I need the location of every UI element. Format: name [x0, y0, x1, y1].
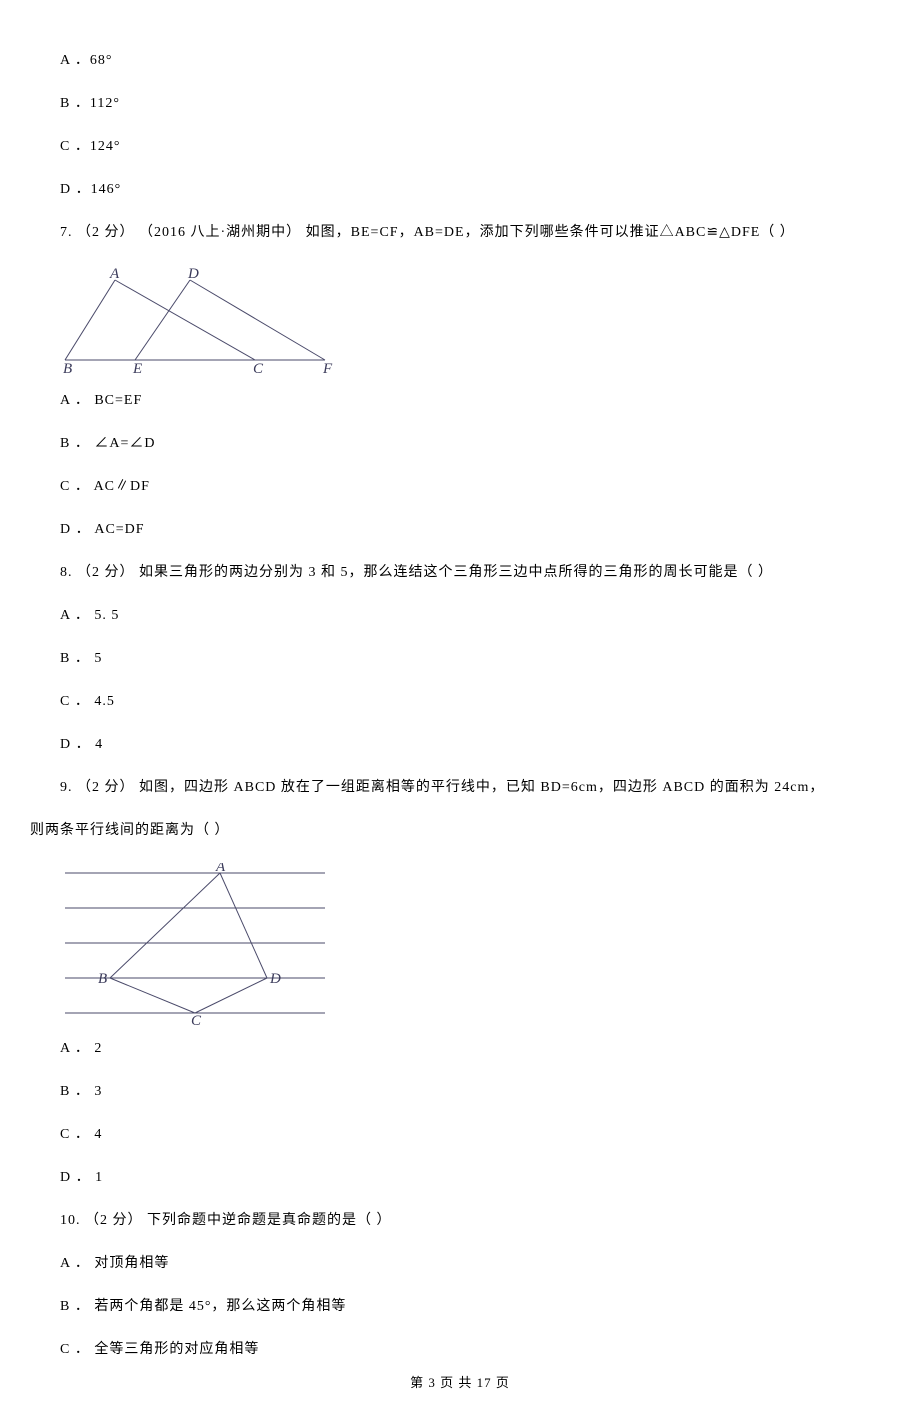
- q9-option-c: C ． 4: [60, 1124, 860, 1145]
- q9-option-a: A ． 2: [60, 1038, 860, 1059]
- q10-option-b: B ． 若两个角都是 45°，那么这两个角相等: [60, 1296, 860, 1317]
- q7-triangles-svg: A D B E C F: [60, 265, 360, 385]
- q8-option-d: D ． 4: [60, 734, 860, 755]
- svg-text:E: E: [132, 361, 142, 377]
- q7-text: 7. （2 分） （2016 八上·湖州期中） 如图，BE=CF，AB=DE，添…: [60, 222, 860, 243]
- q6-option-c: C ．124°: [60, 136, 860, 157]
- q9-quadrilateral-svg: A B D C: [60, 863, 330, 1033]
- q7-option-a: A ． BC=EF: [60, 390, 860, 411]
- q8-text: 8. （2 分） 如果三角形的两边分别为 3 和 5，那么连结这个三角形三边中点…: [60, 562, 860, 583]
- q9-figure: A B D C: [60, 863, 860, 1033]
- svg-text:B: B: [98, 971, 107, 987]
- svg-text:A: A: [215, 863, 226, 875]
- q8-option-a: A ． 5. 5: [60, 605, 860, 626]
- svg-text:A: A: [109, 266, 120, 282]
- svg-text:F: F: [322, 361, 333, 377]
- svg-text:C: C: [191, 1013, 202, 1029]
- page-container: A ．68° B ．112° C ．124° D ．146° 7. （2 分） …: [0, 0, 920, 1412]
- q9-text-line2: 则两条平行线间的距离为（ ）: [30, 820, 860, 841]
- q7-option-c: C ． AC∥DF: [60, 476, 860, 497]
- svg-text:B: B: [63, 361, 72, 377]
- q6-option-a: A ．68°: [60, 50, 860, 71]
- q10-option-a: A ． 对顶角相等: [60, 1253, 860, 1274]
- page-footer: 第 3 页 共 17 页: [0, 1373, 920, 1393]
- q9-option-b: B ． 3: [60, 1081, 860, 1102]
- q7-figure: A D B E C F: [60, 265, 860, 385]
- svg-text:C: C: [253, 361, 264, 377]
- q6-option-d: D ．146°: [60, 179, 860, 200]
- svg-text:D: D: [269, 971, 281, 987]
- q9-text-line1: 9. （2 分） 如图，四边形 ABCD 放在了一组距离相等的平行线中，已知 B…: [60, 777, 860, 798]
- q8-option-b: B ． 5: [60, 648, 860, 669]
- q8-option-c: C ． 4.5: [60, 691, 860, 712]
- q7-option-d: D ． AC=DF: [60, 519, 860, 540]
- q7-option-b: B ． ∠A=∠D: [60, 433, 860, 454]
- q6-option-b: B ．112°: [60, 93, 860, 114]
- q10-text: 10. （2 分） 下列命题中逆命题是真命题的是（ ）: [60, 1210, 860, 1231]
- svg-text:D: D: [187, 266, 199, 282]
- q9-option-d: D ． 1: [60, 1167, 860, 1188]
- q10-option-c: C ． 全等三角形的对应角相等: [60, 1339, 860, 1360]
